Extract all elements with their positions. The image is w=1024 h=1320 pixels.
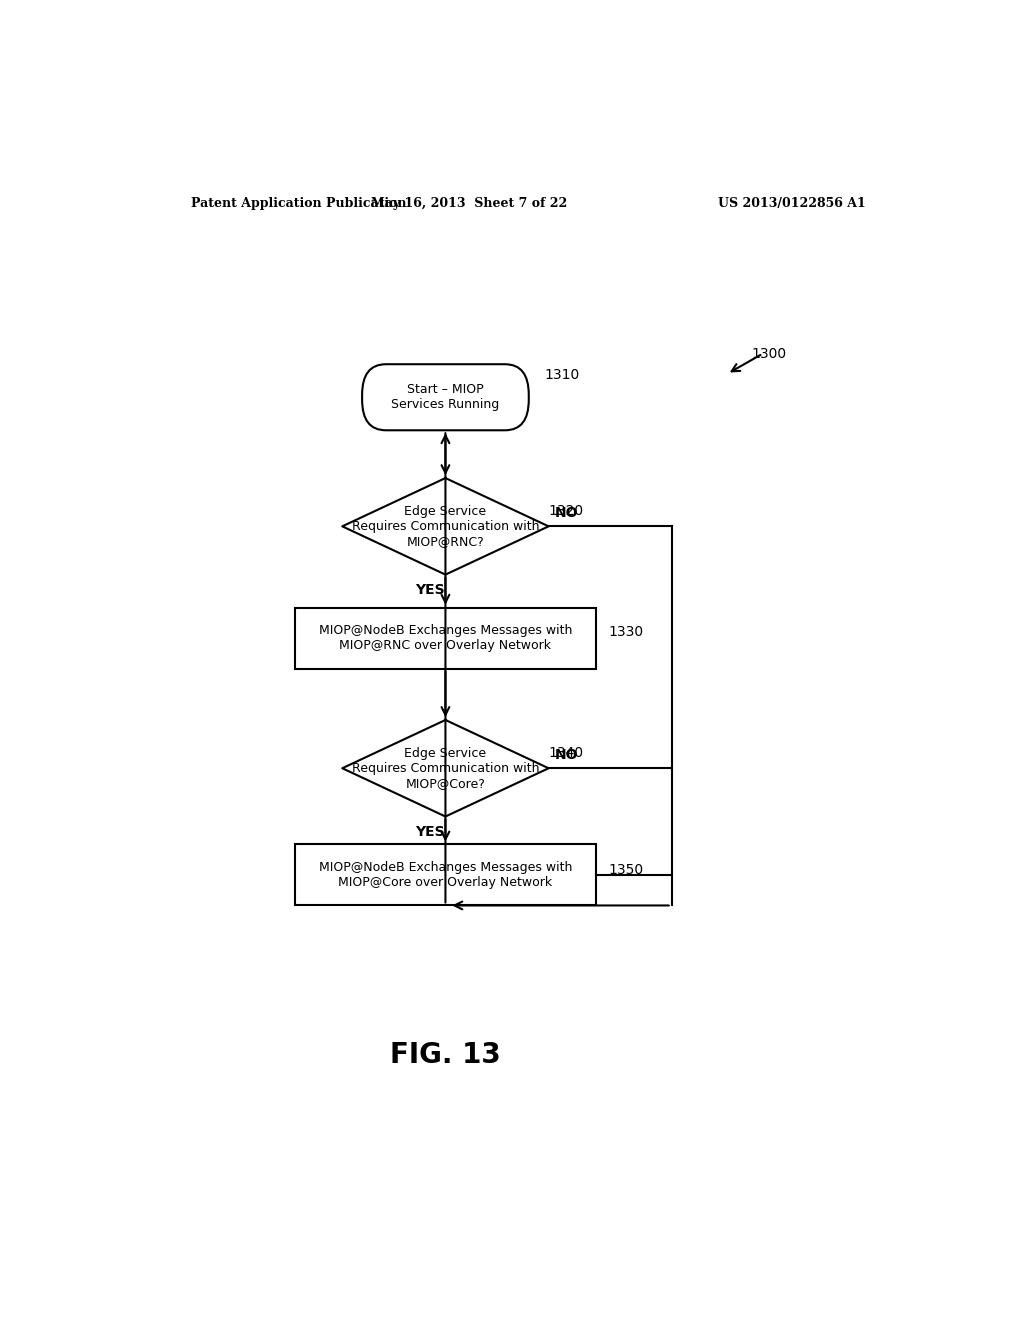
Text: US 2013/0122856 A1: US 2013/0122856 A1 bbox=[718, 197, 866, 210]
Text: NO: NO bbox=[555, 748, 579, 762]
Text: MIOP@NodeB Exchanges Messages with
MIOP@RNC over Overlay Network: MIOP@NodeB Exchanges Messages with MIOP@… bbox=[318, 624, 572, 652]
Text: Edge Service
Requires Communication with
MIOP@Core?: Edge Service Requires Communication with… bbox=[351, 747, 540, 789]
Text: MIOP@NodeB Exchanges Messages with
MIOP@Core over Overlay Network: MIOP@NodeB Exchanges Messages with MIOP@… bbox=[318, 861, 572, 888]
Text: 1330: 1330 bbox=[608, 626, 643, 639]
Text: May 16, 2013  Sheet 7 of 22: May 16, 2013 Sheet 7 of 22 bbox=[371, 197, 567, 210]
Polygon shape bbox=[342, 478, 549, 574]
Text: Patent Application Publication: Patent Application Publication bbox=[191, 197, 407, 210]
Polygon shape bbox=[342, 719, 549, 817]
Text: 1300: 1300 bbox=[751, 347, 786, 360]
Bar bbox=[295, 845, 596, 906]
Text: 1340: 1340 bbox=[549, 746, 584, 760]
Bar bbox=[295, 607, 596, 669]
FancyBboxPatch shape bbox=[362, 364, 528, 430]
Text: YES: YES bbox=[415, 825, 444, 838]
Text: Edge Service
Requires Communication with
MIOP@RNC?: Edge Service Requires Communication with… bbox=[351, 504, 540, 548]
Text: NO: NO bbox=[555, 507, 579, 520]
Text: YES: YES bbox=[415, 582, 444, 597]
Text: 1350: 1350 bbox=[608, 863, 643, 876]
Text: FIG. 13: FIG. 13 bbox=[390, 1041, 501, 1069]
Text: 1320: 1320 bbox=[549, 504, 584, 517]
Text: 1310: 1310 bbox=[545, 368, 580, 381]
Text: Start – MIOP
Services Running: Start – MIOP Services Running bbox=[391, 383, 500, 412]
